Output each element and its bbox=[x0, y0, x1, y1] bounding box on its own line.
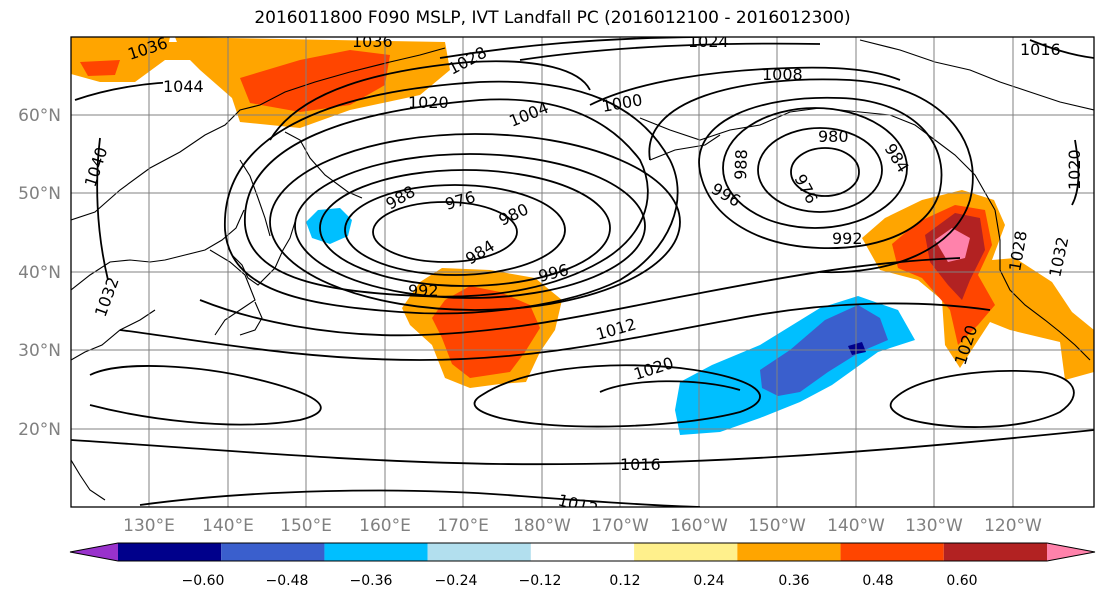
lon-label: 130°W bbox=[905, 516, 963, 536]
isobar-label: 980 bbox=[818, 127, 849, 146]
isobar-label: 1036 bbox=[352, 32, 393, 51]
isobar-label: 1008 bbox=[762, 65, 803, 84]
colorbar-segment bbox=[943, 543, 1047, 561]
lon-label: 160°W bbox=[670, 516, 728, 536]
lon-label: 180°W bbox=[513, 516, 571, 536]
ivt-negative-region-japan bbox=[306, 208, 352, 244]
colorbar-tick-label: 0.12 bbox=[609, 573, 640, 589]
lon-label: 170°W bbox=[591, 516, 649, 536]
colorbar-segment bbox=[1047, 543, 1095, 561]
colorbar-tick-label: −0.60 bbox=[182, 573, 225, 589]
lon-label: 160°E bbox=[359, 516, 411, 536]
lat-label: 30°N bbox=[18, 341, 61, 361]
colorbar-tick-label: 0.36 bbox=[778, 573, 809, 589]
lat-label: 50°N bbox=[18, 184, 61, 204]
colorbar-tick-label: 0.24 bbox=[693, 573, 724, 589]
latitude-labels: 60°N 50°N 40°N 30°N 20°N bbox=[18, 106, 61, 440]
ivt-negative-core-east bbox=[848, 342, 866, 355]
isobar-label: 1016 bbox=[620, 455, 661, 474]
lat-label: 40°N bbox=[18, 263, 61, 283]
colorbar-segment bbox=[324, 543, 428, 561]
map-frame bbox=[70, 36, 1095, 508]
colorbar-segment bbox=[737, 543, 841, 561]
colorbar-segment bbox=[840, 543, 944, 561]
colorbar: −0.60 −0.48 −0.36 −0.24 −0.12 0.12 0.24 … bbox=[69, 542, 1096, 589]
isobar-label: 1020 bbox=[1065, 149, 1084, 190]
lon-label: 170°E bbox=[437, 516, 489, 536]
isobar-label: 1016 bbox=[1020, 40, 1061, 59]
map-content: 1036 1036 1044 1040 1032 1028 1024 1020 … bbox=[71, 32, 1094, 507]
colorbar-ticks: −0.60 −0.48 −0.36 −0.24 −0.12 0.12 0.24 … bbox=[182, 573, 978, 589]
lat-label: 20°N bbox=[18, 420, 61, 440]
lat-label: 60°N bbox=[18, 106, 61, 126]
lon-label: 120°W bbox=[984, 516, 1042, 536]
colorbar-outline bbox=[69, 542, 1096, 562]
longitude-labels: 130°E 140°E 150°E 160°E 170°E 180°W 170°… bbox=[123, 516, 1042, 536]
colorbar-segment bbox=[427, 543, 531, 561]
colorbar-tick-label: −0.36 bbox=[350, 573, 393, 589]
map-title: 2016011800 F090 MSLP, IVT Landfall PC (2… bbox=[254, 8, 851, 28]
isobar-label: 992 bbox=[832, 229, 863, 248]
colorbar-segment bbox=[530, 543, 635, 561]
lon-label: 130°E bbox=[123, 516, 175, 536]
colorbar-tick-label: −0.48 bbox=[266, 573, 309, 589]
colorbar-tick-label: −0.12 bbox=[519, 573, 562, 589]
lon-label: 140°W bbox=[827, 516, 885, 536]
lon-label: 140°E bbox=[202, 516, 254, 536]
isobar-label: 1044 bbox=[163, 77, 204, 96]
lon-label: 150°E bbox=[280, 516, 332, 536]
ivt-extreme-region-coast bbox=[935, 228, 970, 262]
colorbar-tick-label: −0.24 bbox=[435, 573, 478, 589]
colorbar-segment bbox=[221, 543, 325, 561]
colorbar-tick-label: 0.48 bbox=[862, 573, 893, 589]
isobar-label: 1024 bbox=[688, 32, 729, 51]
colorbar-tick-label: 0.60 bbox=[946, 573, 977, 589]
mslp-isobars bbox=[71, 37, 1094, 507]
ivt-strong-region-nw bbox=[80, 60, 120, 76]
isobar-label: 992 bbox=[408, 281, 439, 300]
colorbar-segments bbox=[69, 542, 1096, 562]
colorbar-segment bbox=[70, 543, 118, 561]
isobar-label: 1020 bbox=[408, 93, 449, 112]
isobar-label: 988 bbox=[731, 149, 751, 180]
colorbar-segment bbox=[118, 543, 222, 561]
colorbar-segment bbox=[634, 543, 738, 561]
lon-label: 150°W bbox=[748, 516, 806, 536]
